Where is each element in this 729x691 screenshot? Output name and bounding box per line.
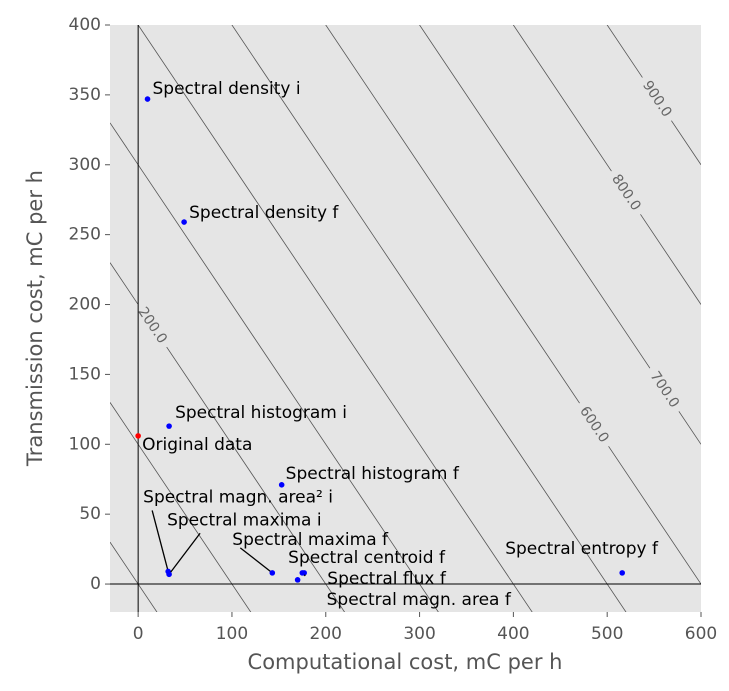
x-axis-label: Computational cost, mC per h [248, 650, 563, 674]
x-tick-label: 0 [133, 624, 144, 644]
x-tick-label: 600 [685, 624, 717, 644]
point-label: Spectral entropy f [505, 539, 659, 559]
point-label: Spectral maxima f [232, 530, 389, 550]
plot-group: 0 100 200 300 400 500 600 0 50 100 150 200 250 300 350… [69, 15, 718, 644]
point [299, 570, 306, 576]
contour-label-gap [604, 166, 648, 219]
y-tick-label: 50 [79, 504, 101, 524]
point-label: Spectral histogram f [286, 464, 460, 484]
y-tick-label: 250 [69, 225, 101, 245]
point [166, 571, 172, 578]
contour-line [512, 25, 701, 305]
point [181, 219, 187, 225]
point-label: Spectral maxima i [167, 510, 321, 530]
x-tick-label: 200 [310, 624, 342, 644]
contour-line [419, 25, 701, 445]
contour-label-gap [635, 73, 679, 126]
point [294, 577, 301, 583]
point [278, 482, 285, 488]
point-label: Spectral density f [189, 203, 339, 223]
point-label: Spectral density i [153, 79, 301, 99]
point-label: Spectral flux f [327, 569, 447, 589]
x-tick-label: 400 [497, 624, 529, 644]
point-label: Spectral magn. area f [327, 590, 512, 610]
y-tick-label: 100 [69, 434, 101, 454]
point [166, 423, 172, 429]
point [144, 96, 151, 102]
annotation-arrow [168, 532, 201, 575]
point [269, 570, 276, 576]
y-tick-label: 400 [69, 15, 101, 35]
y-tick-label: 350 [69, 85, 101, 105]
point-label: Spectral magn. area² i [143, 487, 333, 507]
point-label: Spectral centroid f [288, 548, 446, 568]
x-tick-label: 300 [403, 624, 435, 644]
contour-line [137, 25, 533, 612]
y-tick-label: 150 [69, 364, 101, 384]
contour-label-gap [131, 299, 174, 352]
annotation-arrow [239, 547, 273, 574]
y-tick-label: 300 [69, 155, 101, 175]
plot-area [110, 25, 701, 612]
y-axis-label: Transmission cost, mC per h [23, 170, 47, 467]
y-tick-label: 200 [69, 295, 101, 315]
x-tick-label: 100 [216, 624, 248, 644]
contour-line [110, 122, 439, 612]
point-label: Original data [142, 435, 252, 455]
contour-label-gap [572, 398, 616, 451]
point [619, 570, 625, 576]
y-tick-label: 0 [90, 574, 101, 594]
contour-line [231, 25, 627, 612]
x-tick-label: 500 [591, 624, 623, 644]
contour-line [110, 402, 252, 612]
contour-label-gap [643, 363, 686, 416]
contour-line [110, 262, 346, 612]
point [135, 433, 141, 439]
annotation-arrow [151, 510, 169, 572]
point-label: Spectral histogram i [175, 403, 347, 423]
